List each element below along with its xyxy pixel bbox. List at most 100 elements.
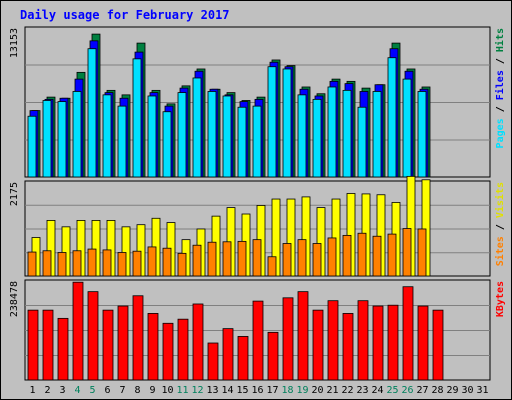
legend-entry: / bbox=[495, 218, 506, 236]
x-tick-label-day-26: 26 bbox=[401, 385, 413, 396]
bar-kbytes-day-8 bbox=[132, 295, 144, 381]
x-tick-label-day-28: 28 bbox=[431, 385, 443, 396]
bar-sites-day-14 bbox=[222, 241, 232, 277]
x-tick-label-day-14: 14 bbox=[221, 385, 233, 396]
x-tick-label-day-27: 27 bbox=[416, 385, 428, 396]
bar-sites-day-2 bbox=[42, 250, 52, 277]
y-max-label-bottom: 238478 bbox=[9, 281, 20, 317]
bar-pages-day-22 bbox=[342, 89, 352, 178]
legend-top: Pages / Files / Hits bbox=[494, 28, 506, 148]
bar-pages-day-14 bbox=[222, 95, 232, 178]
bar-kbytes-day-20 bbox=[312, 309, 324, 381]
x-tick-label-day-23: 23 bbox=[356, 385, 368, 396]
bar-sites-day-10 bbox=[162, 247, 172, 277]
bar-sites-day-19 bbox=[297, 239, 307, 277]
legend-entry: / bbox=[495, 100, 506, 118]
bar-pages-day-6 bbox=[102, 94, 112, 178]
bar-sites-day-13 bbox=[207, 241, 217, 277]
bar-sites-day-1 bbox=[27, 251, 37, 277]
bar-sites-day-16 bbox=[252, 239, 262, 277]
bar-kbytes-day-10 bbox=[162, 322, 174, 381]
legend-bottom: KBytes bbox=[495, 281, 506, 317]
bar-kbytes-day-11 bbox=[177, 318, 189, 381]
bar-pages-day-20 bbox=[312, 98, 322, 178]
x-tick-label-day-1: 1 bbox=[29, 385, 35, 396]
bar-pages-day-19 bbox=[297, 94, 307, 178]
bar-kbytes-day-3 bbox=[57, 317, 69, 381]
bar-kbytes-day-14 bbox=[222, 328, 234, 381]
bar-kbytes-day-9 bbox=[147, 313, 159, 381]
bar-sites-day-9 bbox=[147, 246, 157, 277]
x-tick-label-day-15: 15 bbox=[236, 385, 248, 396]
bar-kbytes-day-5 bbox=[87, 291, 99, 381]
legend-entry: Files bbox=[494, 70, 506, 100]
bar-kbytes-day-19 bbox=[297, 291, 309, 381]
bar-kbytes-day-4 bbox=[72, 281, 84, 381]
y-max-label-top: 13153 bbox=[9, 28, 20, 58]
bar-sites-day-15 bbox=[237, 240, 247, 277]
bar-kbytes-day-1 bbox=[27, 309, 39, 381]
legend-entry: Pages bbox=[495, 118, 506, 148]
bar-kbytes-day-6 bbox=[102, 309, 114, 381]
legend-entry: / bbox=[495, 52, 506, 70]
bar-sites-day-4 bbox=[72, 250, 82, 277]
bar-kbytes-day-27 bbox=[417, 305, 429, 381]
bar-kbytes-day-28 bbox=[432, 309, 444, 381]
x-tick-label-day-11: 11 bbox=[176, 385, 188, 396]
bar-pages-day-16 bbox=[252, 105, 262, 178]
x-tick-label-day-17: 17 bbox=[266, 385, 278, 396]
x-tick-label-day-7: 7 bbox=[119, 385, 125, 396]
bar-kbytes-day-12 bbox=[192, 303, 204, 381]
bar-sites-day-21 bbox=[327, 237, 337, 277]
bar-pages-day-7 bbox=[117, 105, 127, 178]
bar-sites-day-23 bbox=[357, 232, 367, 277]
bar-pages-day-1 bbox=[27, 115, 37, 178]
bar-sites-day-8 bbox=[132, 250, 142, 277]
x-tick-label-day-8: 8 bbox=[134, 385, 140, 396]
bar-pages-day-10 bbox=[162, 111, 172, 178]
bar-pages-day-25 bbox=[387, 57, 397, 178]
bar-sites-day-5 bbox=[87, 248, 97, 277]
legend-entry: Sites bbox=[494, 236, 506, 266]
bar-kbytes-day-15 bbox=[237, 336, 249, 381]
x-tick-label-day-16: 16 bbox=[251, 385, 263, 396]
bar-pages-day-21 bbox=[327, 86, 337, 178]
bar-kbytes-day-18 bbox=[282, 297, 294, 381]
x-tick-label-day-4: 4 bbox=[74, 385, 80, 396]
bar-kbytes-day-2 bbox=[42, 309, 54, 381]
bar-sites-day-7 bbox=[117, 252, 127, 277]
x-tick-label-day-6: 6 bbox=[104, 385, 110, 396]
bar-pages-day-15 bbox=[237, 106, 247, 178]
x-tick-label-day-22: 22 bbox=[341, 385, 353, 396]
x-tick-label-day-9: 9 bbox=[149, 385, 155, 396]
bar-sites-day-26 bbox=[402, 228, 412, 277]
bar-sites-day-18 bbox=[282, 243, 292, 277]
bar-sites-day-24 bbox=[372, 235, 382, 277]
x-tick-label-day-25: 25 bbox=[386, 385, 398, 396]
x-tick-label-day-12: 12 bbox=[191, 385, 203, 396]
bar-sites-day-17 bbox=[267, 256, 277, 277]
bar-kbytes-day-23 bbox=[357, 300, 369, 381]
bar-pages-day-17 bbox=[267, 66, 277, 178]
bar-sites-day-11 bbox=[177, 252, 187, 277]
bar-kbytes-day-24 bbox=[372, 305, 384, 381]
bar-pages-day-3 bbox=[57, 101, 67, 178]
bar-pages-day-9 bbox=[147, 95, 157, 178]
x-tick-label-day-10: 10 bbox=[161, 385, 173, 396]
x-tick-label-day-19: 19 bbox=[296, 385, 308, 396]
legend-entry: Hits bbox=[494, 28, 506, 52]
bar-sites-day-25 bbox=[387, 233, 397, 277]
bar-kbytes-day-21 bbox=[327, 300, 339, 381]
bar-pages-day-23 bbox=[357, 106, 367, 178]
x-tick-label-day-13: 13 bbox=[206, 385, 218, 396]
bar-sites-day-22 bbox=[342, 234, 352, 277]
x-tick-label-day-31: 31 bbox=[476, 385, 488, 396]
x-tick-label-day-3: 3 bbox=[59, 385, 65, 396]
bar-sites-day-20 bbox=[312, 243, 322, 277]
x-tick-label-day-24: 24 bbox=[371, 385, 383, 396]
x-tick-label-day-21: 21 bbox=[326, 385, 338, 396]
bar-sites-day-27 bbox=[417, 228, 427, 277]
x-tick-label-day-2: 2 bbox=[44, 385, 50, 396]
legend-entry: Visits bbox=[494, 182, 506, 218]
